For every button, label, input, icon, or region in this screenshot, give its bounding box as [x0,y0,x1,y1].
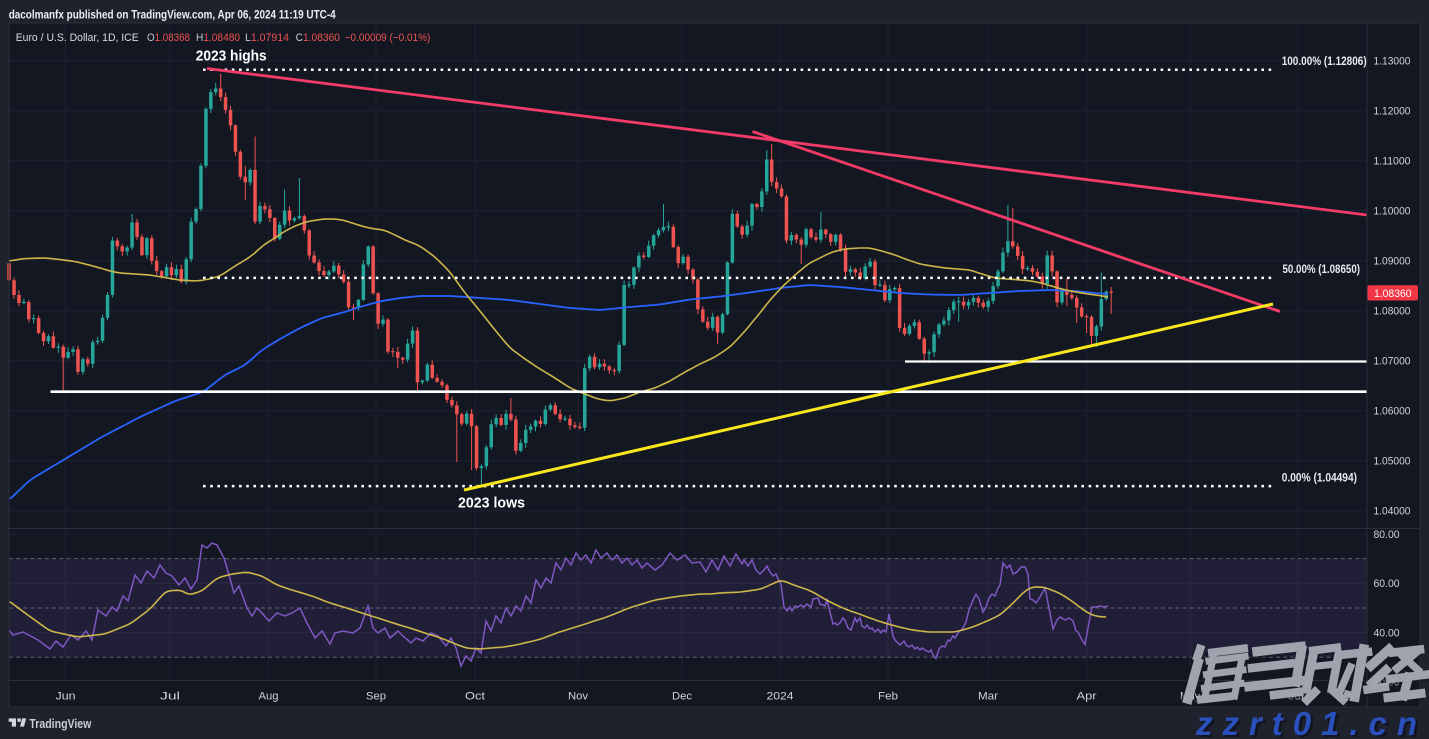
svg-text:1.08000: 1.08000 [1374,306,1411,318]
svg-text:−0.00009 (−0.01%): −0.00009 (−0.01%) [345,32,431,44]
svg-text:1.13000: 1.13000 [1374,56,1411,68]
svg-text:2024: 2024 [767,691,794,703]
svg-text:Aug: Aug [259,691,279,703]
svg-text:Oct: Oct [465,691,485,703]
svg-text:TradingView: TradingView [29,716,91,731]
svg-text:O1.08368: O1.08368 [147,32,190,44]
svg-text:2023 lows: 2023 lows [458,495,525,511]
svg-text:2023 highs: 2023 highs [196,49,267,65]
svg-text:Jul: Jul [160,691,180,703]
svg-text:1.11000: 1.11000 [1374,156,1411,168]
svg-text:1.04000: 1.04000 [1374,506,1411,518]
svg-text:zzrt01.cn: zzrt01.cn [1195,705,1417,739]
svg-text:dacolmanfx published on Tradin: dacolmanfx published on TradingView.com,… [9,7,336,21]
svg-text:1.09000: 1.09000 [1374,256,1411,268]
svg-text:80.00: 80.00 [1374,529,1400,541]
svg-text:Euro / U.S. Dollar, 1D, ICE: Euro / U.S. Dollar, 1D, ICE [16,32,139,44]
svg-text:1.08360: 1.08360 [1374,288,1412,300]
svg-text:40.00: 40.00 [1374,627,1400,639]
svg-text:1.10000: 1.10000 [1374,206,1411,218]
svg-text:1.06000: 1.06000 [1374,406,1411,418]
svg-text:1.12000: 1.12000 [1374,106,1411,118]
svg-text:Nov: Nov [568,691,589,703]
svg-text:0.00% (1.04494): 0.00% (1.04494) [1282,472,1357,485]
svg-text:60.00: 60.00 [1374,578,1400,590]
svg-text:Dec: Dec [672,691,693,703]
svg-text:zzrt01.cn: zzrt01.cn [1198,707,1420,739]
svg-text:50.00% (1.08650): 50.00% (1.08650) [1283,263,1361,276]
svg-text:L1.07914: L1.07914 [245,32,289,44]
svg-text:1.07000: 1.07000 [1374,356,1411,368]
svg-text:H1.08480: H1.08480 [196,32,240,44]
svg-text:Apr: Apr [1077,691,1098,703]
svg-text:C1.08360: C1.08360 [296,32,341,44]
svg-text:Feb: Feb [878,691,898,703]
svg-text:Jun: Jun [56,691,76,703]
svg-text:Sep: Sep [366,691,386,703]
svg-text:1.05000: 1.05000 [1374,456,1411,468]
svg-text:100.00% (1.12806): 100.00% (1.12806) [1282,55,1367,68]
svg-text:Mar: Mar [978,691,999,703]
